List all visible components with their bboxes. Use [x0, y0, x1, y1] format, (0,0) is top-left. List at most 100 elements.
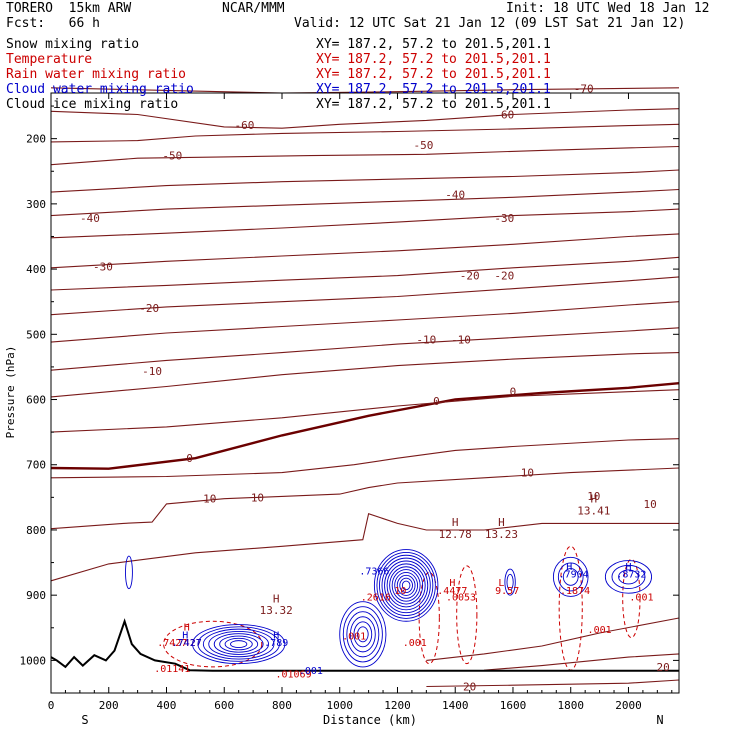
isotherm-label: -50: [162, 150, 182, 163]
right-endpoint-label: N: [656, 713, 663, 727]
isotherm-label: -50: [414, 139, 434, 152]
cloud-water-contour: [396, 574, 416, 596]
cloud-water-contour: [219, 635, 259, 653]
x-tick-label: 600: [214, 699, 234, 712]
isotherm-label: -70: [574, 82, 594, 95]
cloud-water-contour: [379, 554, 434, 616]
y-axis-label: Pressure (hPa): [4, 346, 17, 439]
contour-label-group: -60 -60 -70 -50 -50 -40 -40 -30 -30 -20 -20 -20 -10 -…: [80, 82, 670, 693]
isotherm-label: -60: [235, 119, 255, 132]
cloud-water-contour: [389, 566, 424, 605]
axes-group: 0 200 400 600 800 1000 1200 1400 1600 1800 2000200…: [20, 93, 679, 712]
isotherm-line: [50, 123, 680, 143]
isotherm-label: -20: [460, 270, 480, 283]
cloud-water-contour: [230, 640, 248, 648]
max-value-label: 13.23: [485, 528, 518, 541]
cloud-water-contour: [376, 551, 436, 619]
max-marker: H: [591, 493, 598, 506]
rain-label: .7427: [172, 638, 202, 649]
y-tick-label: 700: [26, 459, 46, 472]
field-name-cloud-water: Cloud water mixing ratio: [6, 82, 194, 97]
cloud-water-contour: [386, 563, 426, 608]
cloud-water-contour: [506, 573, 514, 591]
max-value-label: 13.41: [577, 504, 610, 517]
terrain-line: [50, 618, 679, 672]
cloud-label: H: [273, 630, 279, 641]
isotherm-line: [484, 653, 680, 671]
isotherm-label: 20: [463, 680, 476, 693]
isotherm-line: [50, 145, 680, 166]
y-tick-label: 400: [26, 263, 46, 276]
cloud-water-contour: [349, 616, 376, 653]
field-name-cloud-ice: Cloud ice mixing ratio: [6, 97, 179, 112]
cloud-label: .001: [299, 666, 323, 677]
x-axis-label: Distance (km): [323, 713, 417, 727]
y-tick-label: 500: [26, 328, 46, 341]
valid-time: Valid: 12 UTC Sat 21 Jan 12 (09 LST Sat …: [294, 16, 686, 31]
cloud-water-contour: [604, 560, 653, 594]
isotherm-line: [50, 188, 680, 217]
cloud-water-contour: [353, 621, 373, 648]
cloud-label: .789: [264, 638, 288, 649]
rain-label: 10: [394, 586, 406, 597]
isotherm-label: 0: [510, 386, 517, 399]
cloud-label: .8732: [616, 570, 646, 581]
isotherm-line: [50, 467, 680, 530]
rain-label: .001: [588, 625, 612, 636]
x-tick-label: 1800: [557, 699, 584, 712]
cloud-label: .7366: [359, 566, 389, 577]
rain-label: .01069: [275, 669, 311, 680]
rain-contour: [456, 565, 478, 665]
isotherm-label: -10: [451, 334, 471, 347]
isotherm-line: [50, 256, 680, 291]
isotherm-label: 10: [521, 467, 534, 480]
isotherm-line: [50, 233, 680, 269]
cloud-water-contour: [192, 624, 286, 665]
cloud-water-contour: [562, 568, 579, 586]
field-xy-cloud-ice: XY= 187.2, 57.2 to 201.5,201.1: [316, 97, 551, 112]
isotherm-line: [50, 327, 680, 371]
x-tick-label: 1600: [500, 699, 527, 712]
rain-label: .7427: [157, 638, 187, 649]
x-tick-label: 1000: [326, 699, 353, 712]
rain-label: .001: [403, 638, 427, 649]
center-name: NCAR/MMM: [222, 1, 285, 16]
isotherm-line: [50, 389, 680, 433]
rain-label: .1874: [560, 586, 590, 597]
cloud-water-contour: [339, 601, 387, 668]
y-tick-label: 900: [26, 589, 46, 602]
rain-label: H: [184, 622, 190, 633]
x-tick-label: 400: [157, 699, 177, 712]
cloud-label: H: [182, 630, 188, 641]
max-marker: H: [273, 592, 280, 605]
isotherm-label: -60: [494, 109, 514, 122]
field-name-temp: Temperature: [6, 52, 93, 67]
cloud-water-contour: [552, 556, 589, 597]
cloud-water-contour: [611, 564, 646, 590]
y-tick-label: 300: [26, 198, 46, 211]
forecast-hour: Fcst: 66 h: [6, 16, 100, 31]
cloud-water-contour: [357, 626, 369, 643]
isotherm-line: [50, 108, 680, 129]
cloud-water-contour: [384, 560, 429, 611]
cloud-water-contour: [213, 633, 264, 655]
cloud-label: H: [566, 562, 572, 573]
rain-label: .2616: [361, 592, 391, 603]
init-time: Init: 18 UTC Wed 18 Jan 12: [506, 1, 710, 16]
field-xy-temp: XY= 187.2, 57.2 to 201.5,201.1: [316, 52, 551, 67]
cloud-water-contour: [202, 628, 275, 660]
isotherm-label: 0: [186, 452, 193, 465]
max-marker: H: [452, 516, 459, 529]
isotherm-line: [426, 617, 680, 661]
field-name-rain: Rain water mixing ratio: [6, 67, 187, 82]
rain-label: .4477: [437, 586, 467, 597]
isotherm-label: 10: [251, 491, 264, 504]
cloud-water-contour: [401, 580, 411, 591]
rain-label: .001: [629, 592, 653, 603]
y-tick-label: 800: [26, 524, 46, 537]
isotherm-line: [50, 87, 680, 94]
isotherm-label: -40: [80, 212, 100, 225]
cloud-water-contour: [391, 569, 421, 602]
x-tick-label: 200: [99, 699, 119, 712]
isotherm-label: 10: [644, 498, 657, 511]
